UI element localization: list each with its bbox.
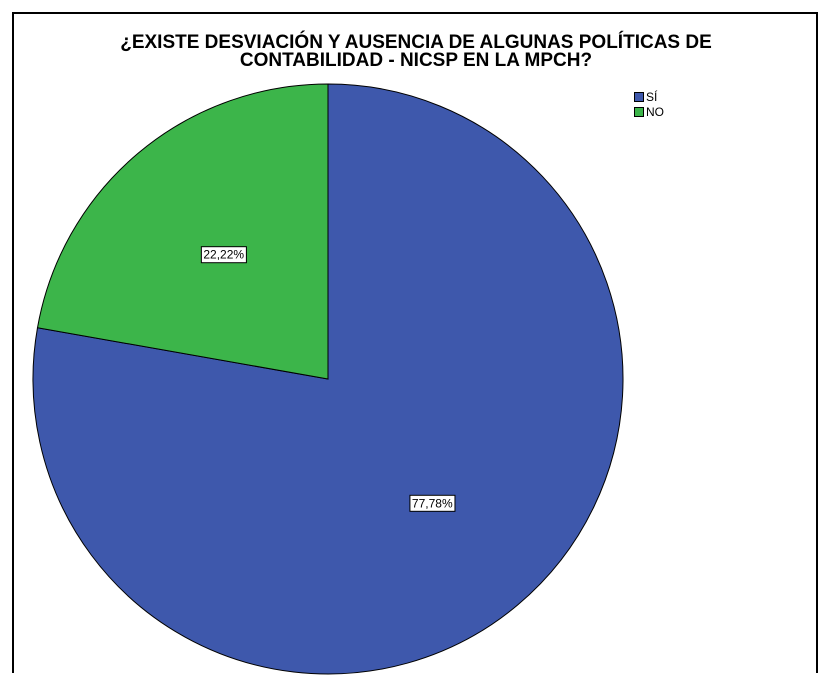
svg-text:77,78%: 77,78%: [412, 496, 453, 510]
pie-slice-no: [36, 83, 329, 380]
chart-title-line-2: CONTABILIDAD - NICSP EN LA MPCH?: [239, 50, 593, 71]
data-label-si: 77,78%: [409, 494, 456, 512]
svg-text:22,22%: 22,22%: [203, 248, 244, 262]
legend-item-no: NO: [634, 104, 664, 119]
legend-label-si: SÍ: [646, 89, 658, 104]
data-label-no: 22,22%: [200, 246, 247, 264]
chart-title-line-1: ¿EXISTE DESVIACIÓN Y AUSENCIA DE ALGUNAS…: [120, 32, 712, 53]
legend-swatch-no: [634, 106, 644, 117]
legend-swatch-si: [634, 91, 644, 102]
legend-item-si: SÍ: [634, 89, 664, 104]
legend-label-no: NO: [646, 104, 664, 119]
chart-title: ¿EXISTE DESVIACIÓN Y AUSENCIA DE ALGUNAS…: [0, 32, 832, 71]
chart-legend: SÍ NO: [634, 89, 664, 119]
